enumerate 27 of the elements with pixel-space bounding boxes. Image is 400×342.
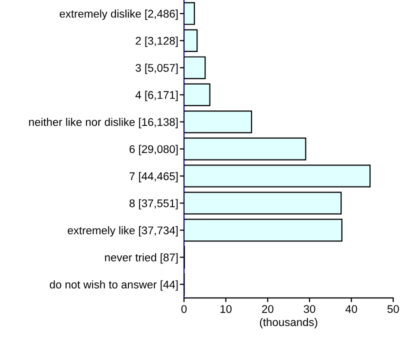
bar (184, 2, 195, 25)
y-tick-label: 2 [3,128] (136, 36, 178, 47)
bar (184, 29, 198, 52)
bar (184, 164, 371, 188)
x-tick-label: 10 (220, 305, 232, 313)
x-tick-label: 50 (387, 305, 399, 313)
y-tick-label: never tried [87] (105, 253, 178, 264)
y-tick-label: 8 [37,551] (130, 199, 178, 210)
y-tick-label: neither like nor dislike [16,138] (29, 118, 178, 128)
x-tick-label: 30 (304, 305, 316, 313)
bar (184, 138, 306, 160)
y-tick-label: 7 [44,465] (130, 172, 178, 182)
bar (184, 56, 206, 80)
bar (184, 110, 252, 134)
x-tick-label: 20 (262, 305, 274, 313)
y-tick-label: 4 [6,171] (135, 90, 178, 102)
y-tick-label: extremely like [37,734] (68, 226, 178, 237)
x-tick-label: 0 (181, 305, 187, 313)
bar (184, 192, 342, 214)
y-tick-label: do not wish to answer [44] (50, 280, 178, 291)
y-tick-label: 6 [29,080] (130, 144, 178, 156)
y-tick-label: extremely dislike [2,486] (60, 10, 178, 20)
bar (184, 218, 342, 242)
x-tick-label: 40 (345, 305, 358, 313)
y-tick-label: 3 [5,057] (136, 64, 178, 74)
x-axis-title: (thousands) (260, 318, 318, 328)
bar (184, 83, 210, 106)
